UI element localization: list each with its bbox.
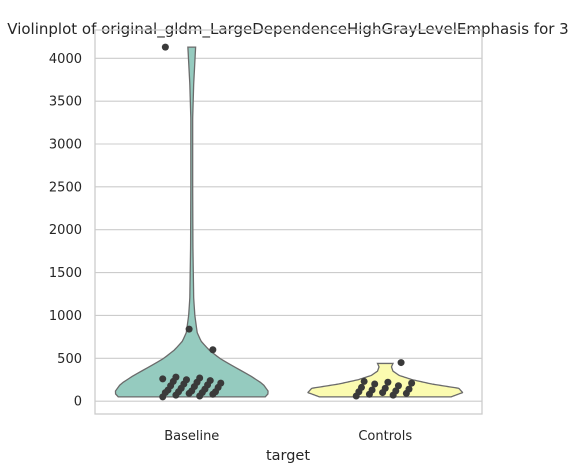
- data-point: [196, 374, 204, 382]
- data-point: [217, 379, 225, 387]
- y-tick-label: 0: [74, 395, 82, 410]
- data-point: [384, 378, 392, 386]
- data-point: [161, 43, 169, 51]
- x-tick-label: Baseline: [164, 429, 219, 444]
- y-tick-label: 2000: [49, 223, 82, 238]
- violin-baseline: [114, 46, 269, 398]
- y-tick-label: 3000: [49, 138, 82, 153]
- x-tick-label: Controls: [358, 429, 412, 444]
- data-point: [371, 380, 379, 388]
- y-tick-label: 4000: [49, 52, 82, 67]
- x-axis-label: target: [266, 448, 310, 464]
- data-point: [394, 382, 402, 390]
- violins: [114, 46, 464, 398]
- data-point: [397, 359, 405, 367]
- data-point: [185, 325, 193, 333]
- x-tick-labels: Baseline Controls: [164, 429, 412, 444]
- data-point: [209, 346, 217, 354]
- y-tick-label: 1500: [49, 266, 82, 281]
- data-point: [172, 373, 180, 381]
- data-point: [358, 383, 366, 391]
- data-points: [159, 43, 416, 401]
- data-point: [392, 387, 400, 395]
- y-tick-label: 1000: [49, 309, 82, 324]
- y-tick-label: 500: [57, 352, 82, 367]
- data-point: [405, 385, 413, 393]
- data-point: [360, 377, 368, 385]
- y-tick-label: 2500: [49, 180, 82, 195]
- data-point: [159, 375, 167, 383]
- data-point: [381, 384, 389, 392]
- grid-lines: [95, 57, 482, 402]
- y-tick-labels: 0 500 1000 1500 2000 2500 3000 3500 4000: [49, 52, 82, 410]
- data-point: [408, 379, 416, 387]
- plot-frame: [94, 29, 483, 415]
- data-point: [182, 376, 190, 384]
- data-point: [206, 377, 214, 385]
- y-tick-label: 3500: [49, 95, 82, 110]
- data-point: [368, 386, 376, 394]
